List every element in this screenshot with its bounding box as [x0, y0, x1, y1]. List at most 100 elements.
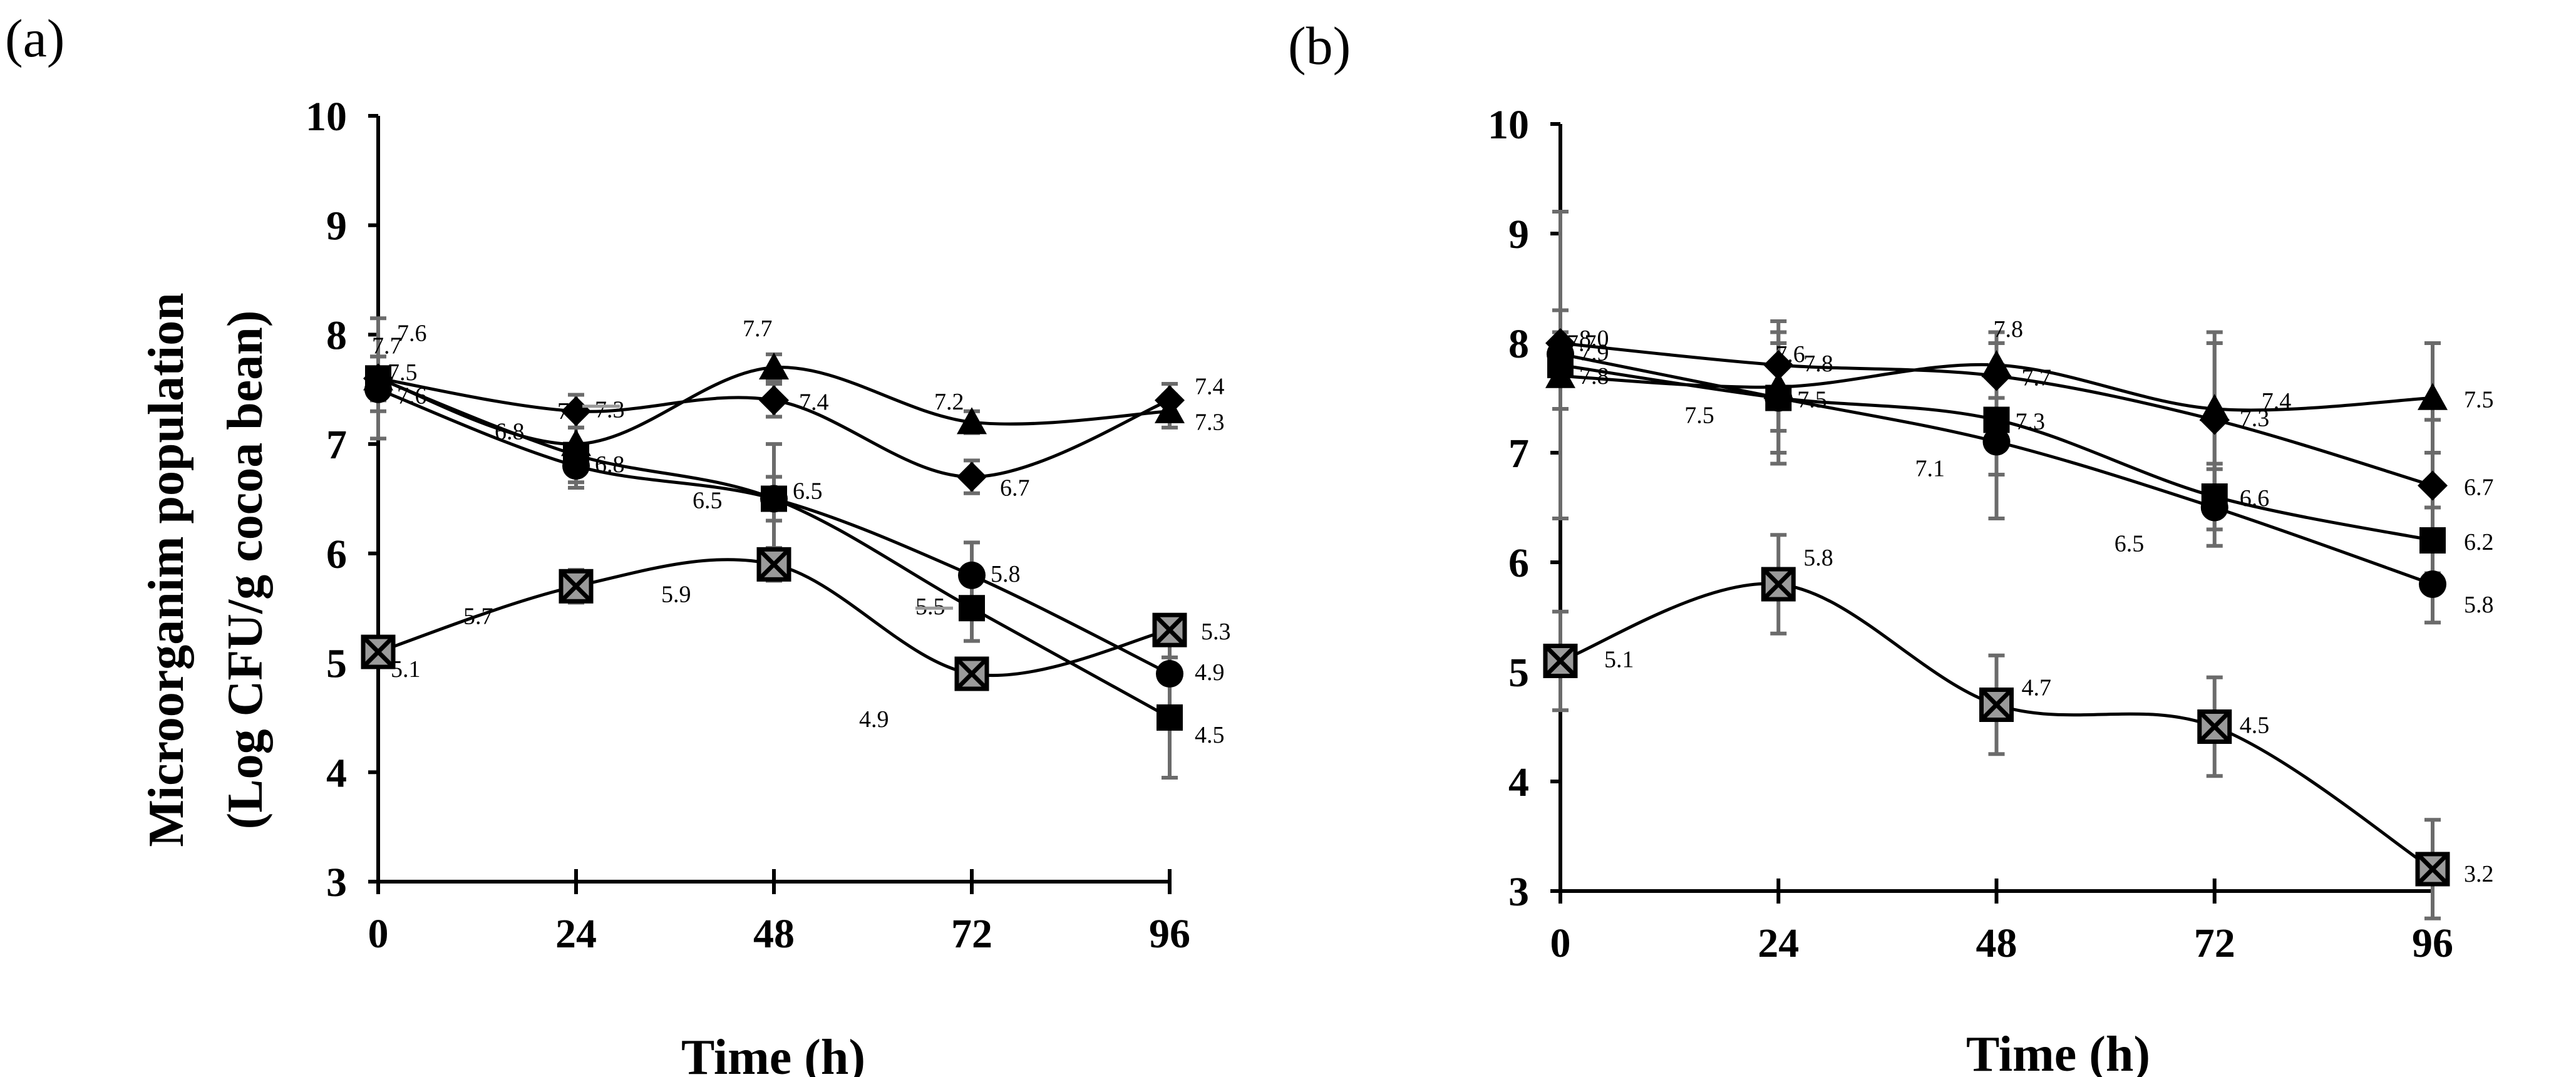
y-tick-label: 8	[326, 312, 347, 358]
data-label: 7.7	[2022, 365, 2052, 391]
data-point-crossed-square-cross-2	[1980, 688, 2013, 721]
data-point-diamond	[1763, 350, 1794, 380]
y-tick-label: 4	[1508, 760, 1529, 805]
data-label: 7.9	[1579, 340, 1609, 366]
data-point-circle	[1765, 384, 1793, 412]
data-label: 4.5	[1195, 722, 1225, 748]
data-point-square	[2419, 527, 2446, 554]
data-point-triangle	[957, 407, 987, 435]
data-point-crossed-square	[559, 569, 594, 604]
data-label: 7.8	[1803, 351, 1833, 377]
data-label: 6.8	[595, 451, 625, 478]
data-point-circle	[2419, 570, 2446, 598]
data-label: 5.8	[2464, 592, 2494, 618]
data-label: 7.7	[372, 332, 402, 359]
data-label: 5.8	[991, 561, 1021, 587]
data-point-crossed-square-cross-2	[2416, 852, 2450, 886]
data-point-crossed-square	[1761, 567, 1796, 602]
data-label: 7.3	[1195, 410, 1225, 436]
data-point-diamond	[561, 396, 591, 426]
data-label: 7.8	[1579, 363, 1609, 389]
data-point-circle	[1547, 340, 1574, 368]
data-label: 4.7	[2022, 675, 2052, 701]
data-label: 7.6	[397, 320, 427, 346]
data-label: 7.3	[2016, 409, 2046, 435]
data-label: 5.8	[1803, 545, 1833, 571]
data-point-crossed-square	[1543, 644, 1578, 678]
y-tick-label: 4	[326, 750, 347, 796]
data-label: 5.1	[391, 656, 421, 683]
x-axis-title: Time (h)	[681, 1030, 865, 1077]
data-label: 7.5	[1797, 387, 1827, 413]
x-tick-label: 96	[1149, 911, 1190, 957]
data-label: 7.7	[1567, 331, 1597, 357]
data-label: 6.2	[2464, 529, 2494, 555]
y-tick-label: 5	[1508, 650, 1529, 696]
y-axis-title-line2: (Log CFU/g cocoa bean)	[218, 311, 273, 830]
y-tick-label: 7	[326, 422, 347, 468]
data-label: 7.5	[1684, 403, 1714, 429]
data-point-crossed-square	[756, 547, 791, 582]
x-tick-label: 72	[951, 911, 992, 957]
x-tick-label: 0	[368, 911, 389, 957]
data-point-diamond	[957, 461, 987, 492]
data-point-crossed-square	[361, 634, 396, 669]
y-tick-label: 3	[1508, 869, 1529, 915]
data-point-crossed-square-cross-2	[1543, 644, 1577, 678]
data-point-circle	[364, 375, 392, 403]
data-label: 7.3	[2240, 406, 2270, 432]
y-tick-label: 9	[326, 204, 347, 249]
data-point-crossed-square-cross-2	[361, 635, 395, 669]
data-label: 4.5	[2240, 713, 2270, 739]
data-point-crossed-square	[2415, 852, 2450, 887]
data-label: 6.5	[693, 488, 723, 514]
data-label: 8.0	[1579, 326, 1609, 352]
data-point-crossed-square-cross-2	[559, 569, 593, 603]
data-point-diamond	[759, 385, 789, 416]
data-label: 6.5	[793, 478, 823, 505]
data-point-triangle	[1981, 350, 2012, 378]
x-tick-label: 24	[1758, 920, 1799, 966]
y-tick-label: 3	[326, 860, 347, 905]
data-label: 6.7	[1000, 475, 1030, 502]
y-tick-label: 8	[1508, 321, 1529, 367]
x-axis-title: Time (h)	[1966, 1027, 2150, 1077]
data-label: 7.7	[743, 316, 773, 342]
data-point-square	[959, 595, 985, 622]
data-point-square	[1157, 704, 1183, 731]
x-tick-label: 72	[2194, 920, 2235, 966]
data-label: 7.6	[397, 383, 427, 409]
data-label: 6.6	[2240, 485, 2270, 512]
data-point-crossed-square-cross-2	[1761, 567, 1795, 601]
data-point-circle	[958, 561, 986, 589]
x-tick-label: 48	[753, 911, 795, 957]
data-point-crossed-square-cross-2	[757, 547, 791, 581]
chart-svg-a: (a) Microorganim population (Log CFU/g c…	[5, 8, 1231, 1077]
chart-svg-b: (b) Time (h) 3 4 5 6 7 8 9 10 0 24 48 72 96 8.0 7.8 7.7…	[1288, 16, 2494, 1077]
plot-area-a: 3 4 5 6 7 8 9 10 0 24 48 72 96 7.6 7.3 7.4 6.7 7.4 7.6 7.0 7…	[306, 94, 1231, 957]
data-label: 7.6	[1775, 341, 1805, 368]
chart-panel-b: (b) Time (h) 3 4 5 6 7 8 9 10 0 24 48 72 96 8.0 7.8 7.7…	[1288, 0, 2576, 1077]
y-tick-label: 5	[326, 641, 347, 687]
data-point-triangle	[759, 352, 789, 380]
data-point-crossed-square-cross-2	[2198, 710, 2232, 743]
data-point-circle	[562, 452, 590, 480]
data-point-circle	[2200, 493, 2228, 522]
data-label: 6.7	[2464, 475, 2494, 501]
data-label: 7.5	[2464, 387, 2494, 413]
data-label: 4.9	[1195, 659, 1225, 686]
data-label: 7.8	[1994, 316, 2024, 343]
data-point-diamond	[2418, 470, 2448, 501]
data-point-circle	[1982, 428, 2011, 456]
data-point-crossed-square	[954, 656, 989, 691]
data-point-crossed-square-cross-2	[1153, 613, 1187, 647]
data-label: 5.7	[463, 603, 493, 629]
data-label: 4.9	[859, 706, 889, 733]
data-point-crossed-square-cross-2	[955, 657, 989, 691]
data-label: 7.4	[1195, 373, 1225, 399]
data-label: 7.3	[595, 397, 625, 423]
panel-label: (b)	[1288, 16, 1351, 76]
data-label: 5.9	[661, 581, 691, 607]
data-label: 7.4	[2262, 388, 2292, 415]
